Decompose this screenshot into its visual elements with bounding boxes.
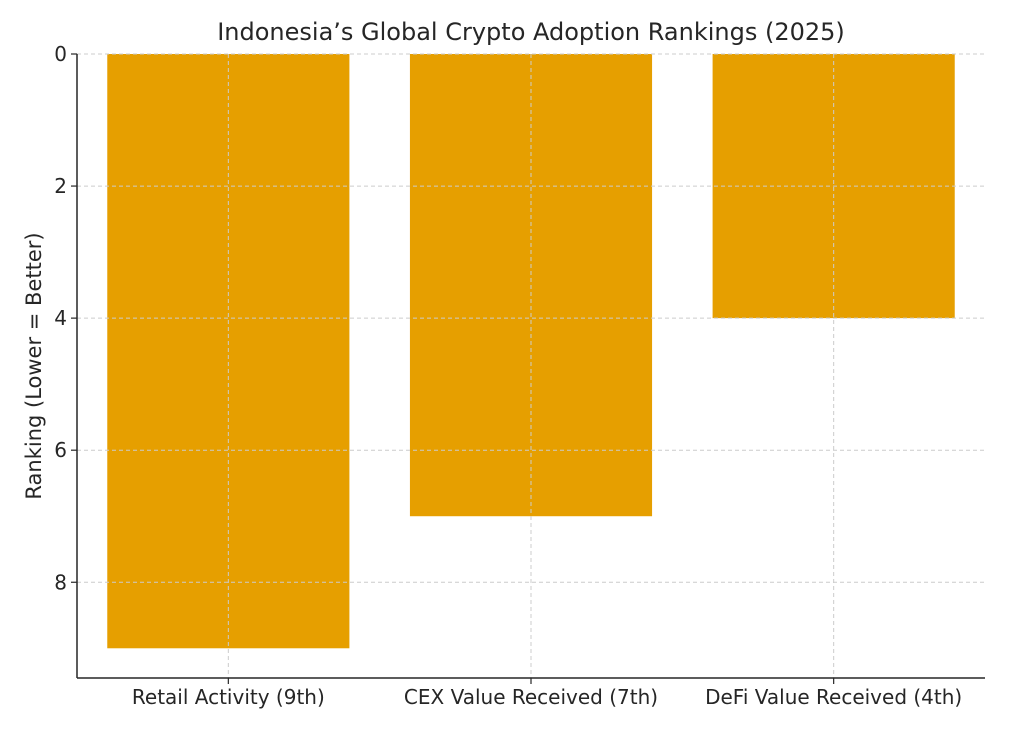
y-tick-label: 8 — [54, 570, 67, 594]
y-axis-ticks: 0 2 4 6 8 — [54, 42, 77, 594]
y-tick-label: 0 — [54, 42, 67, 66]
x-axis-ticks: Retail Activity (9th) CEX Value Received … — [132, 678, 962, 709]
x-tick-label: Retail Activity (9th) — [132, 685, 325, 709]
chart-title: Indonesia’s Global Crypto Adoption Ranki… — [217, 18, 845, 46]
x-tick-label: CEX Value Received (7th) — [404, 685, 658, 709]
y-axis-label: Ranking (Lower = Better) — [22, 232, 46, 499]
x-tick-label: DeFi Value Received (4th) — [705, 685, 962, 709]
gridlines — [77, 53, 985, 678]
y-tick-label: 6 — [54, 438, 67, 462]
y-tick-label: 2 — [54, 174, 67, 198]
y-tick-label: 4 — [54, 306, 67, 330]
